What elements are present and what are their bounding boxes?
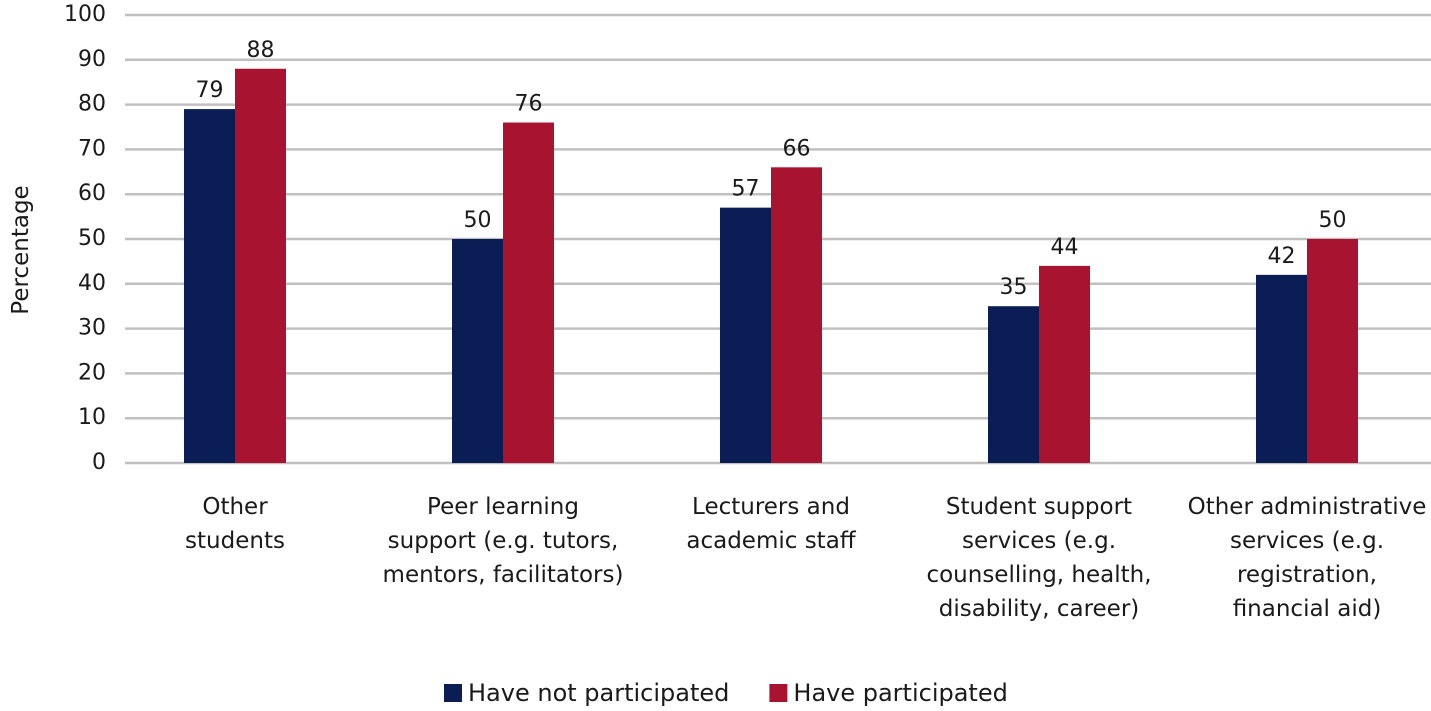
data-label: 79 xyxy=(196,78,224,103)
bar xyxy=(503,122,554,464)
y-tick-label: 30 xyxy=(78,316,106,341)
data-label: 35 xyxy=(1000,275,1028,300)
legend-label: Have participated xyxy=(793,679,1007,707)
bar xyxy=(1039,265,1090,463)
data-label: 50 xyxy=(1319,208,1347,233)
data-label: 44 xyxy=(1051,235,1079,260)
x-tick-label: Student support services (e.g. counselling… xyxy=(926,494,1151,622)
y-tick-label: 10 xyxy=(78,405,106,430)
y-tick-label: 20 xyxy=(78,360,106,385)
bar xyxy=(184,109,235,463)
data-label: 76 xyxy=(515,92,543,117)
bar xyxy=(1256,274,1307,463)
legend-swatch xyxy=(769,684,788,702)
bar xyxy=(988,306,1039,463)
y-tick-label: 60 xyxy=(78,181,106,206)
x-tick-label: Other administrative services (e.g. regist… xyxy=(1188,494,1427,622)
y-tick-label: 80 xyxy=(78,92,106,117)
data-label: 66 xyxy=(783,136,811,161)
y-tick-label: 100 xyxy=(64,2,106,27)
y-tick-label: 70 xyxy=(78,136,106,161)
bar xyxy=(235,68,286,463)
bar xyxy=(771,167,822,463)
data-label: 88 xyxy=(247,38,275,63)
y-tick-label: 90 xyxy=(78,47,106,72)
bar xyxy=(720,207,771,463)
legend-swatch xyxy=(444,684,462,702)
bar xyxy=(452,239,503,463)
x-tick-label: Other students xyxy=(185,494,285,554)
bar xyxy=(1307,239,1358,463)
y-axis-label: Percentage xyxy=(8,185,34,314)
y-tick-label: 40 xyxy=(78,271,106,296)
y-tick-label: 0 xyxy=(92,450,106,475)
data-label: 50 xyxy=(464,208,492,233)
data-label: 42 xyxy=(1268,244,1296,269)
x-tick-label: Peer learning support (e.g. tutors, mentor… xyxy=(383,494,624,588)
y-tick-label: 50 xyxy=(78,226,106,251)
legend-label: Have not participated xyxy=(468,679,729,707)
data-label: 57 xyxy=(732,177,760,202)
x-tick-label: Lecturers and academic staff xyxy=(686,494,856,554)
